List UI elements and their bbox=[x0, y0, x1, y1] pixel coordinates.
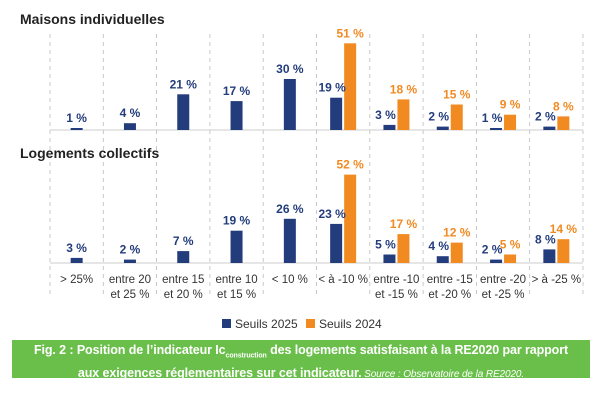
category-label: < à -10 % bbox=[318, 274, 368, 286]
bar-seuils-2025 bbox=[123, 259, 136, 263]
value-labels: 1 % 4 % 21 % 17 % 30 % 19 % 51 % 3 % 18 % 2 % 15 %… bbox=[66, 26, 577, 256]
value-label-2024: 15 % bbox=[443, 88, 471, 102]
legend: Seuils 2025 Seuils 2024 bbox=[222, 317, 382, 331]
bar-seuils-2025 bbox=[283, 79, 296, 130]
category-label: entre 20 bbox=[109, 274, 151, 286]
bar-seuils-2025 bbox=[543, 126, 556, 130]
category-label: < 10 % bbox=[272, 274, 308, 286]
bar-seuils-2025 bbox=[230, 101, 243, 130]
gridlines bbox=[49, 34, 584, 298]
bar-seuils-2024 bbox=[344, 174, 357, 263]
legend-label-2025: Seuils 2025 bbox=[235, 317, 298, 331]
bar-seuils-2025 bbox=[70, 257, 83, 263]
value-label-2024: 12 % bbox=[443, 226, 471, 240]
bar-seuils-2025 bbox=[177, 94, 190, 130]
value-label-2025: 3 % bbox=[66, 241, 87, 255]
value-label-2024: 52 % bbox=[336, 158, 364, 172]
category-labels: > 25% entre 20 et 25 % entre 15 et 20 % entre… bbox=[60, 274, 581, 301]
bar-seuils-2025 bbox=[383, 254, 396, 263]
value-label-2025: 17 % bbox=[223, 84, 251, 98]
value-label-2024: 18 % bbox=[390, 82, 418, 96]
category-label: et 15 % bbox=[217, 289, 256, 301]
bar-seuils-2024 bbox=[397, 99, 410, 130]
category-label: entre 10 bbox=[215, 274, 257, 286]
value-label-2025: 3 % bbox=[375, 108, 396, 122]
legend-label-2024: Seuils 2024 bbox=[319, 317, 382, 331]
bar-seuils-2025 bbox=[230, 230, 243, 263]
value-label-2025: 7 % bbox=[173, 234, 194, 248]
value-label-2024: 9 % bbox=[500, 98, 521, 112]
bar-seuils-2025 bbox=[543, 249, 556, 263]
value-label-2025: 30 % bbox=[276, 62, 304, 76]
value-label-2025: 19 % bbox=[318, 81, 346, 95]
value-label-2024: 17 % bbox=[390, 217, 418, 231]
bars bbox=[70, 43, 570, 263]
value-label-2025: 23 % bbox=[318, 207, 346, 221]
value-label-2024: 14 % bbox=[550, 222, 578, 236]
legend-swatch-2024 bbox=[306, 319, 315, 328]
category-label: entre -10 bbox=[373, 274, 419, 286]
value-label-2024: 51 % bbox=[336, 26, 364, 40]
category-label: > à -25 % bbox=[532, 274, 582, 286]
caption-source: Source : Observatoire de la RE2020. bbox=[361, 368, 525, 380]
category-label: et -25 % bbox=[482, 289, 525, 301]
bar-seuils-2024 bbox=[397, 234, 410, 263]
bar-seuils-2025 bbox=[436, 126, 449, 130]
value-label-2025: 1 % bbox=[66, 111, 87, 125]
value-label-2025: 19 % bbox=[223, 214, 251, 228]
bar-seuils-2025 bbox=[177, 251, 190, 263]
caption-line2: aux exigences réglementaires sur cet ind… bbox=[77, 365, 362, 380]
bar-seuils-2024 bbox=[504, 114, 517, 130]
value-label-2025: 26 % bbox=[276, 202, 304, 216]
value-label-2025: 2 % bbox=[428, 110, 449, 124]
value-label-2025: 5 % bbox=[375, 238, 396, 252]
category-label: et -15 % bbox=[375, 289, 418, 301]
bar-seuils-2025 bbox=[330, 223, 343, 263]
category-label: entre 15 bbox=[162, 274, 204, 286]
value-label-2025: 4 % bbox=[120, 106, 141, 120]
bar-seuils-2025 bbox=[70, 128, 83, 130]
category-label: entre -15 bbox=[427, 274, 473, 286]
bar-seuils-2024 bbox=[344, 43, 357, 130]
bar-chart: Maisons individuelles Logements collecti… bbox=[20, 11, 584, 331]
caption-suffix: des logements satisfaisant à la RE2020 p… bbox=[266, 343, 569, 357]
bar-seuils-2025 bbox=[436, 256, 449, 263]
caption-subscript: construction bbox=[225, 352, 267, 360]
value-label-2024: 8 % bbox=[553, 99, 574, 113]
value-label-2025: 2 % bbox=[535, 110, 556, 124]
category-label: et 25 % bbox=[110, 289, 149, 301]
value-label-2025: 2 % bbox=[120, 243, 141, 257]
figure-caption: Fig. 2 : Position de l’indicateur Iccons… bbox=[12, 340, 590, 380]
bar-seuils-2025 bbox=[490, 128, 503, 130]
category-label: et 20 % bbox=[164, 289, 203, 301]
bar-seuils-2024 bbox=[450, 104, 463, 130]
value-label-2024: 5 % bbox=[500, 238, 521, 252]
panel-title-maisons: Maisons individuelles bbox=[20, 11, 165, 27]
bar-seuils-2024 bbox=[557, 116, 570, 130]
value-label-2025: 2 % bbox=[482, 243, 503, 257]
legend-swatch-2025 bbox=[222, 319, 231, 328]
value-label-2025: 4 % bbox=[428, 239, 449, 253]
bar-seuils-2025 bbox=[123, 123, 136, 130]
bar-seuils-2024 bbox=[450, 242, 463, 263]
panel-title-collectifs: Logements collectifs bbox=[20, 145, 159, 161]
value-label-2025: 8 % bbox=[535, 232, 556, 246]
bar-seuils-2025 bbox=[490, 259, 503, 263]
value-label-2025: 1 % bbox=[482, 111, 503, 125]
value-label-2025: 21 % bbox=[170, 77, 198, 91]
bar-seuils-2024 bbox=[504, 254, 517, 263]
bar-seuils-2024 bbox=[557, 239, 570, 263]
category-label: > 25% bbox=[60, 274, 93, 286]
caption-prefix: Fig. 2 : Position de l’indicateur Ic bbox=[33, 343, 226, 357]
category-label: et -20 % bbox=[428, 289, 471, 301]
bar-seuils-2025 bbox=[330, 97, 343, 130]
bar-seuils-2025 bbox=[383, 124, 396, 130]
bar-seuils-2025 bbox=[283, 218, 296, 263]
category-label: entre -20 bbox=[480, 274, 526, 286]
